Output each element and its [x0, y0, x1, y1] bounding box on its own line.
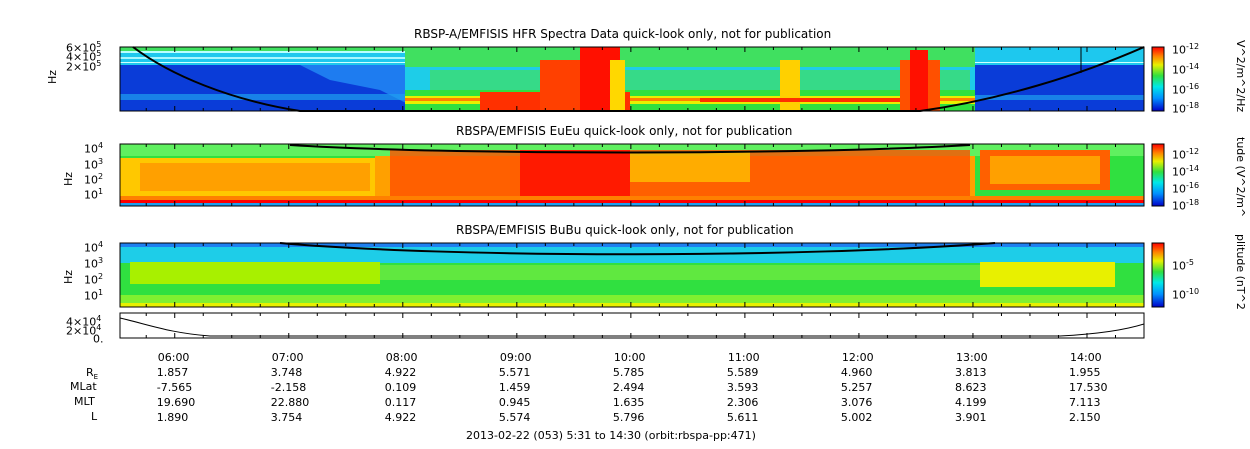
ephem-value: 2.494	[612, 381, 645, 394]
ephem-value: 0.109	[384, 381, 417, 394]
line-panel-ytick: 4×104	[66, 314, 102, 329]
ephem-value: 19.690	[156, 396, 196, 409]
ephem-value: -2.158	[270, 381, 307, 394]
ephem-label-l: L	[91, 410, 98, 423]
ephem-value: 4.199	[954, 396, 987, 409]
ephem-value: 3.076	[840, 396, 873, 409]
ephem-value: -7.565	[156, 381, 193, 394]
cb2-tick: 10-18	[1172, 198, 1200, 213]
cb2-tick: 10-12	[1172, 147, 1200, 162]
ephem-value: 1.955	[1068, 366, 1101, 379]
x-tick-label: 08:00	[385, 351, 418, 364]
cb2-tick: 10-14	[1172, 164, 1200, 179]
ephem-value: 5.589	[726, 366, 759, 379]
x-tick-label: 07:00	[271, 351, 304, 364]
ephem-value: 1.857	[156, 366, 189, 379]
panel1-title: RBSP-A/EMFISIS HFR Spectra Data quick-lo…	[414, 27, 832, 41]
ephem-value: 2.150	[1068, 411, 1101, 424]
ephem-value: 5.796	[612, 411, 645, 424]
cb1-tick: 10-14	[1172, 62, 1200, 77]
ephem-value: 3.748	[270, 366, 303, 379]
panel2-ytick: 101	[84, 187, 104, 202]
time-range-footer: 2013-02-22 (053) 5:31 to 14:30 (orbit:rb…	[466, 429, 756, 442]
line-panel-ytick: 2×104	[66, 323, 102, 338]
panel3-spectrogram	[119, 242, 1145, 308]
ephem-label-re: RE	[86, 366, 99, 382]
ephem-value: 4.922	[384, 411, 417, 424]
panel2-ytick: 102	[84, 172, 104, 187]
x-tick-label: 11:00	[727, 351, 760, 364]
cb3-tick: 10-10	[1172, 287, 1200, 302]
ephem-value: 0.945	[498, 396, 531, 409]
ephem-value: 5.611	[726, 411, 759, 424]
ephem-value: 5.257	[840, 381, 873, 394]
ephem-value: 8.623	[954, 381, 987, 394]
ephem-value: 2.306	[726, 396, 759, 409]
x-tick-label: 06:00	[157, 351, 190, 364]
ephem-value: 1.635	[612, 396, 645, 409]
colorbar-1	[1151, 46, 1165, 112]
ephem-value: 7.113	[1068, 396, 1101, 409]
ephem-value: 22.880	[270, 396, 310, 409]
panel2-ytick: 104	[84, 141, 104, 156]
x-tick-label: 09:00	[499, 351, 532, 364]
colorbar-2	[1151, 143, 1165, 207]
cb1-tick: 10-18	[1172, 101, 1200, 116]
ephem-value: 0.117	[384, 396, 417, 409]
panel2-ytick: 103	[84, 157, 104, 172]
ephem-label-mlt: MLT	[74, 395, 95, 408]
panel3-ytick: 101	[84, 288, 104, 303]
panel3-ytick: 103	[84, 256, 104, 271]
cb1-tick: 10-12	[1172, 42, 1200, 57]
ephem-value: 5.785	[612, 366, 645, 379]
ephem-value: 4.922	[384, 366, 417, 379]
ephem-value: 5.571	[498, 366, 531, 379]
x-tick-label: 10:00	[613, 351, 646, 364]
ephem-value: 5.574	[498, 411, 531, 424]
panel2-title: RBSPA/EMFISIS EuEu quick-look only, not …	[456, 124, 793, 138]
ephem-value: 4.960	[840, 366, 873, 379]
colorbar-3	[1151, 242, 1165, 308]
line-panel	[119, 312, 1145, 339]
panel3-ytick: 102	[84, 272, 104, 287]
panel3-ytick: 104	[84, 240, 104, 255]
panel3-title: RBSPA/EMFISIS BuBu quick-look only, not …	[456, 223, 794, 237]
panel1-ytick: 6×105	[66, 40, 102, 55]
ephem-value: 3.901	[954, 411, 987, 424]
panel2-spectrogram	[119, 143, 1145, 207]
cb2-tick: 10-16	[1172, 181, 1200, 196]
line-panel-ytick: 0.	[93, 332, 104, 346]
ephem-label-mlat: MLat	[70, 380, 97, 393]
ephem-value: 1.890	[156, 411, 189, 424]
cb3-tick: 10-5	[1172, 258, 1194, 273]
panel1-ytick: 2×105	[66, 59, 102, 74]
x-tick-label: 14:00	[1069, 351, 1102, 364]
ephem-value: 5.002	[840, 411, 873, 424]
x-tick-marks	[145, 47, 1145, 338]
ephem-value: 1.459	[498, 381, 531, 394]
cb1-tick: 10-16	[1172, 82, 1200, 97]
x-tick-label: 13:00	[955, 351, 988, 364]
panel1-ytick: 4×105	[66, 49, 102, 64]
panel1-spectrogram	[119, 46, 1145, 112]
ephem-value: 3.754	[270, 411, 303, 424]
ephem-value: 3.593	[726, 381, 759, 394]
ephem-value: 3.813	[954, 366, 987, 379]
x-tick-label: 12:00	[841, 351, 874, 364]
ephem-value: 17.530	[1068, 381, 1108, 394]
